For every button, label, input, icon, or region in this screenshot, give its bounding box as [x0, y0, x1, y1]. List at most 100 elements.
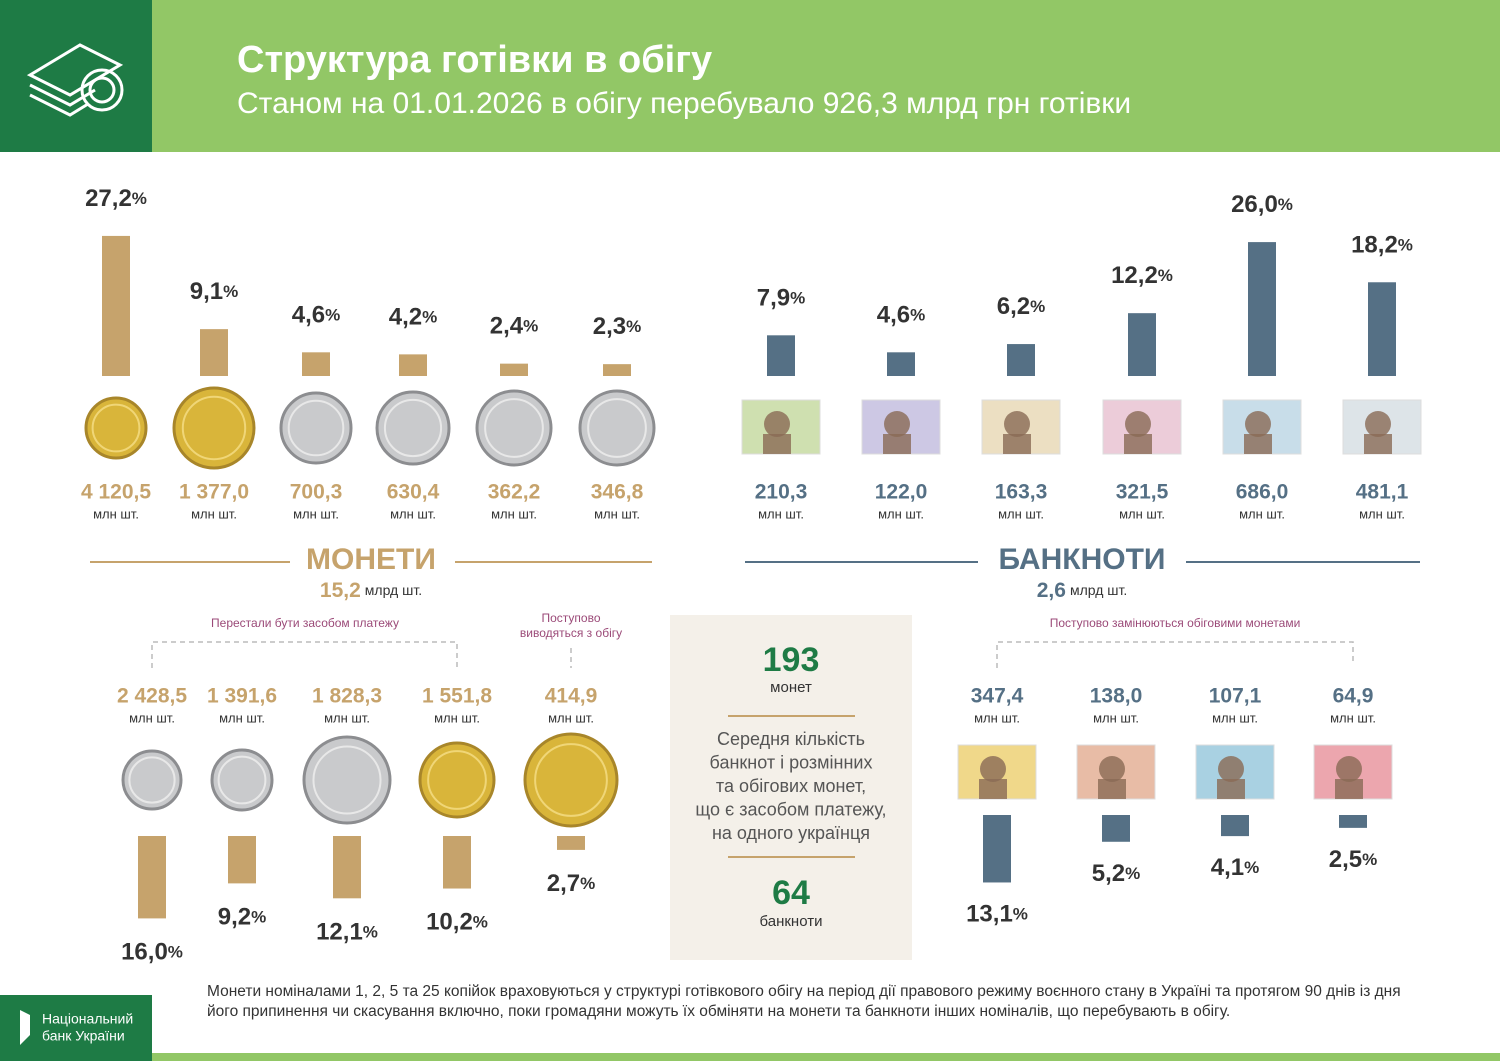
percent-label: 4,2% — [389, 304, 438, 331]
count: 163,3 — [995, 481, 1048, 504]
coins-total: 15,2 млрд шт. — [320, 579, 422, 602]
percent-label: 18,2% — [1351, 232, 1413, 259]
logo-mark — [20, 1010, 30, 1045]
banknote-portrait — [764, 411, 790, 437]
count-unit: млн шт. — [974, 710, 1020, 725]
percent-sign: % — [1013, 905, 1028, 924]
banknote-portrait — [1004, 411, 1030, 437]
header-band — [0, 0, 1500, 152]
count: 1 391,6 — [207, 685, 277, 708]
percent-value: 26,0 — [1231, 191, 1278, 218]
count-unit: млн шт. — [548, 710, 594, 725]
banknote-portrait — [1098, 779, 1126, 799]
per-capita-banknotes: 64 — [772, 874, 810, 912]
coin — [172, 386, 256, 470]
total-value: 2,6 — [1037, 579, 1066, 602]
coin-rim — [534, 743, 608, 817]
banknote-portrait — [1335, 779, 1363, 799]
footnote: Монети номіналами 1, 2, 5 та 25 копійок … — [207, 983, 1401, 1020]
percent-sign: % — [363, 923, 378, 942]
percent-value: 10,2 — [426, 909, 473, 936]
count: 1 828,3 — [312, 685, 382, 708]
coin — [279, 391, 353, 465]
count: 321,5 — [1116, 481, 1169, 504]
percent-sign: % — [422, 308, 437, 327]
banknote-portrait — [1245, 411, 1271, 437]
cash-icon — [26, 43, 124, 117]
banknote-portrait — [1218, 756, 1244, 782]
coin-rim — [181, 395, 247, 461]
bar — [557, 836, 585, 850]
percent-value: 2,5 — [1329, 846, 1362, 873]
count-unit: млн шт. — [758, 506, 804, 521]
percent-value: 13,1 — [966, 901, 1013, 928]
percent-label: 2,3% — [593, 313, 642, 340]
percent-label: 5,2% — [1092, 860, 1141, 887]
count-unit: млн шт. — [878, 506, 924, 521]
bar — [1007, 344, 1035, 376]
bar — [500, 363, 528, 376]
banknote-portrait — [763, 434, 791, 454]
percent-label: 2,7% — [547, 870, 596, 897]
percent-sign: % — [325, 306, 340, 325]
bracket-note: Поступово — [541, 611, 600, 625]
percent-sign: % — [251, 908, 266, 927]
count: 347,4 — [971, 685, 1024, 708]
count: 107,1 — [1209, 685, 1262, 708]
bar — [443, 836, 471, 889]
count: 686,0 — [1236, 481, 1289, 504]
bar — [102, 235, 130, 376]
banknotes-total: 2,6 млрд шт. — [1037, 579, 1128, 602]
bar — [228, 836, 256, 884]
banknote-portrait — [980, 756, 1006, 782]
count: 700,3 — [290, 481, 343, 504]
coin — [121, 749, 183, 811]
coin — [84, 396, 148, 460]
bar — [200, 329, 228, 376]
percent-sign: % — [1158, 267, 1173, 286]
percent-value: 9,2 — [218, 904, 251, 931]
percent-sign: % — [790, 289, 805, 308]
percent-label: 2,4% — [490, 313, 539, 340]
count-unit: млн шт. — [491, 506, 537, 521]
coin — [523, 732, 619, 828]
banknote-portrait — [1217, 779, 1245, 799]
percent-label: 27,2% — [85, 185, 147, 212]
coin — [578, 389, 656, 467]
per-capita-box — [670, 615, 912, 960]
count: 362,2 — [488, 481, 541, 504]
percent-label: 13,1% — [966, 901, 1028, 928]
coin-rim — [128, 756, 176, 804]
bracket-note: Перестали бути засобом платежу — [211, 616, 399, 630]
percent-value: 7,9 — [757, 285, 790, 312]
bar — [333, 836, 361, 899]
coin-rim — [287, 399, 345, 457]
footer-strip — [152, 1053, 1500, 1061]
percent-label: 7,9% — [757, 285, 806, 312]
coin-rim — [383, 398, 443, 458]
percent-label: 9,1% — [190, 278, 239, 305]
banknotes-heading: БАНКНОТИ — [999, 543, 1166, 576]
banknote-portrait — [1125, 411, 1151, 437]
coin — [418, 741, 496, 819]
percent-value: 16,0 — [121, 939, 168, 966]
per-capita-description: що є засобом платежу, — [695, 799, 886, 819]
coin — [475, 389, 553, 467]
percent-sign: % — [1030, 298, 1045, 317]
count-unit: млн шт. — [390, 506, 436, 521]
percent-sign: % — [626, 318, 641, 337]
count-unit: млн шт. — [129, 710, 175, 725]
percent-label: 16,0% — [121, 939, 183, 966]
bar — [603, 364, 631, 376]
count: 138,0 — [1090, 685, 1143, 708]
count-unit: млн шт. — [293, 506, 339, 521]
percent-sign: % — [580, 874, 595, 893]
bar — [399, 354, 427, 376]
percent-label: 6,2% — [997, 293, 1046, 320]
count: 414,9 — [545, 685, 598, 708]
coin-rim — [217, 755, 267, 805]
percent-sign: % — [1125, 864, 1140, 883]
count: 346,8 — [591, 481, 644, 504]
percent-value: 4,6 — [292, 302, 325, 329]
